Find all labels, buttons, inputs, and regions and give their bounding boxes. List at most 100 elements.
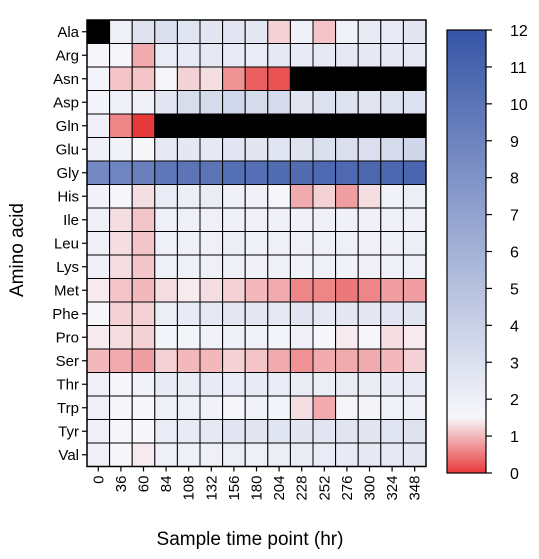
heatmap-cell [244, 207, 269, 232]
heatmap-cell [312, 325, 337, 350]
heatmap-cell [312, 90, 337, 115]
heatmap-cell [289, 160, 314, 185]
heatmap-cell [86, 278, 111, 303]
heatmap-cell [267, 254, 291, 279]
heatmap-cell [380, 372, 404, 397]
row-label: Ala [57, 24, 79, 41]
row-label: Thr [57, 376, 80, 393]
heatmap-cell [380, 231, 404, 256]
heatmap-cell [335, 325, 359, 350]
heatmap-cell [357, 442, 382, 467]
heatmap-cell [380, 90, 404, 115]
heatmap-cell [199, 278, 224, 303]
colorbar-tick-label: 6 [510, 245, 519, 262]
heatmap-cell [222, 278, 246, 303]
heatmap-cell [402, 184, 427, 209]
heatmap-cell [357, 90, 382, 115]
heatmap-cell [244, 348, 269, 373]
heatmap-cell [357, 372, 382, 397]
heatmap-cell [402, 113, 427, 138]
heatmap-cell [176, 278, 201, 303]
heatmap-cell [402, 207, 427, 232]
heatmap-cell [131, 137, 156, 162]
heatmap-cell [312, 66, 337, 91]
heatmap-cell [289, 372, 314, 397]
heatmap-cell [335, 419, 359, 444]
heatmap-cell [289, 184, 314, 209]
heatmap-cell [312, 43, 337, 68]
heatmap-cell [222, 231, 246, 256]
row-label: Glu [56, 141, 79, 158]
heatmap-cell [312, 419, 337, 444]
heatmap-cell [402, 66, 427, 91]
heatmap-cell [176, 301, 201, 326]
heatmap-cell [131, 442, 156, 467]
row-label: Lys [56, 259, 79, 276]
heatmap-cell [199, 113, 224, 138]
heatmap-cell [109, 184, 133, 209]
heatmap-cell [335, 137, 359, 162]
heatmap-cell [335, 348, 359, 373]
heatmap-cell [131, 207, 156, 232]
heatmap-cell [176, 207, 201, 232]
heatmap-cell [109, 325, 133, 350]
row-label: Asn [53, 71, 79, 88]
heatmap-cell [289, 231, 314, 256]
heatmap-cell [380, 207, 404, 232]
heatmap-cell [312, 301, 337, 326]
heatmap-cell [267, 301, 291, 326]
heatmap-cell [109, 137, 133, 162]
heatmap-cell [199, 90, 224, 115]
heatmap-cell [222, 66, 246, 91]
row-label: Ser [56, 353, 79, 370]
colorbar-tick-label: 4 [510, 318, 519, 335]
heatmap-cell [267, 395, 291, 420]
heatmap-cell [357, 325, 382, 350]
heatmap-cell [199, 184, 224, 209]
row-label: Phe [52, 306, 79, 323]
column-label: 276 [339, 476, 356, 501]
heatmap-cell [357, 419, 382, 444]
heatmap-cell [131, 419, 156, 444]
heatmap-cell [176, 442, 201, 467]
heatmap-cell [244, 325, 269, 350]
heatmap-cell [402, 160, 427, 185]
row-label: Asp [53, 94, 79, 111]
heatmap-cell [267, 325, 291, 350]
heatmap-cell [222, 372, 246, 397]
heatmap-cell [289, 90, 314, 115]
heatmap-cell [222, 137, 246, 162]
heatmap-cell [131, 90, 156, 115]
heatmap-cell [312, 184, 337, 209]
heatmap-cell [335, 113, 359, 138]
heatmap-cell [199, 43, 224, 68]
heatmap-cell [402, 395, 427, 420]
heatmap-cell [154, 231, 178, 256]
heatmap-cell [357, 184, 382, 209]
column-label: 132 [203, 476, 220, 501]
heatmap-cell [154, 207, 178, 232]
heatmap-cell [380, 442, 404, 467]
heatmap-cell [154, 372, 178, 397]
heatmap-cell [131, 184, 156, 209]
heatmap-cell [131, 113, 156, 138]
heatmap-cell [244, 254, 269, 279]
heatmap-cell [109, 66, 133, 91]
heatmap-cell [222, 90, 246, 115]
heatmap-cell [244, 160, 269, 185]
heatmap-cell [199, 372, 224, 397]
heatmap-cell [357, 207, 382, 232]
row-label: Ile [63, 212, 79, 229]
column-label: 204 [271, 476, 288, 501]
heatmap-cell [312, 278, 337, 303]
heatmap-cell [131, 160, 156, 185]
y-axis-title: Amino acid [7, 203, 28, 297]
heatmap-cell [244, 278, 269, 303]
colorbar-tick-label: 11 [510, 60, 527, 77]
column-label: 324 [384, 476, 401, 501]
heatmap-cell [176, 160, 201, 185]
heatmap-cell [109, 160, 133, 185]
heatmap-cell [154, 325, 178, 350]
heatmap-cell [199, 442, 224, 467]
